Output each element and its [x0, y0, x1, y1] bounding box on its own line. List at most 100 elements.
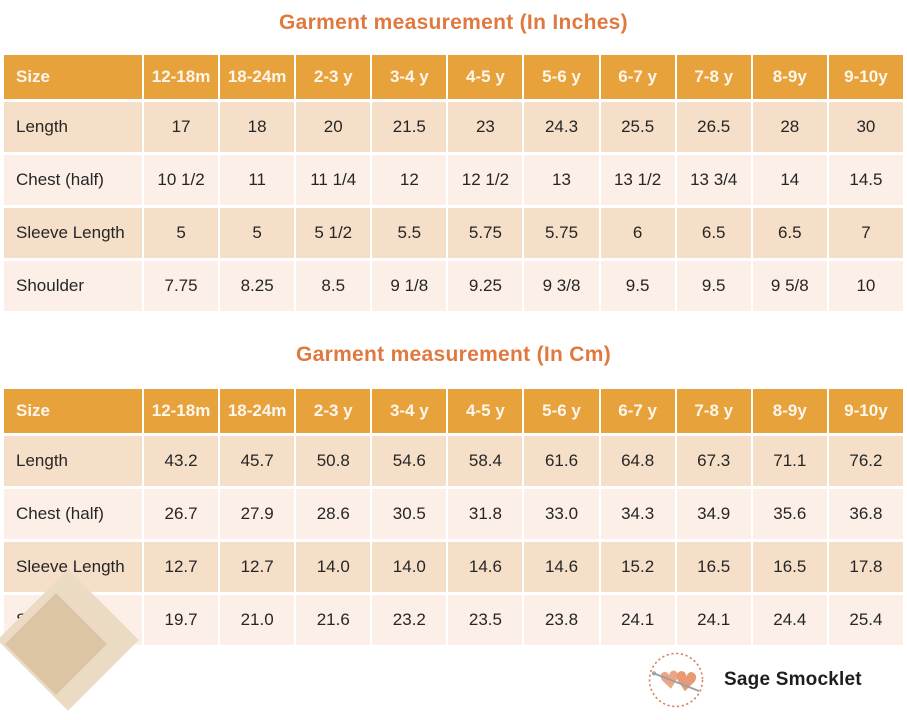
measurement-cell: 7	[828, 208, 903, 258]
measurement-cell: 14.6	[524, 542, 599, 592]
measurement-cell: 76.2	[828, 436, 903, 486]
table-row: Chest (half) 26.7 27.9 28.6 30.5 31.8 33.0 34.3…	[4, 489, 903, 539]
measurement-cell: 11 1/4	[296, 155, 371, 205]
measurement-cell: 12	[372, 155, 447, 205]
measurement-cell: 54.6	[372, 436, 447, 486]
measurement-cell: 5.75	[524, 208, 599, 258]
measurement-cell: 5 1/2	[296, 208, 371, 258]
measurement-cell: 64.8	[600, 436, 675, 486]
measurement-cell: 14.0	[372, 542, 447, 592]
measurement-cell: 9.5	[600, 261, 675, 311]
measurement-cell: 14	[752, 155, 827, 205]
measurement-cell: 9.5	[676, 261, 751, 311]
measurement-cell: 28	[752, 102, 827, 152]
measurement-cell: 17.8	[828, 542, 903, 592]
column-header-cell: 18-24m	[220, 389, 295, 433]
measurement-cell: 10 1/2	[144, 155, 219, 205]
measurement-cell: 5.5	[372, 208, 447, 258]
measurement-cell: 67.3	[676, 436, 751, 486]
measurement-cell: 50.8	[296, 436, 371, 486]
measurement-cell: 13 3/4	[676, 155, 751, 205]
column-header-cell: 9-10y	[828, 55, 903, 99]
measurement-cell: 25.4	[828, 595, 903, 645]
column-header-cell: 8-9y	[752, 55, 827, 99]
column-header-cell: 4-5 y	[448, 389, 523, 433]
measurement-cell: 24.1	[676, 595, 751, 645]
column-header-cell: 5-6 y	[524, 55, 599, 99]
measurement-cell: 16.5	[676, 542, 751, 592]
page-footer: ♥ ♥ Sage Smocklet	[0, 569, 907, 720]
measurement-cell: 34.3	[600, 489, 675, 539]
measurement-table-cm: Size 12-18m 18-24m 2-3 y 3-4 y 4-5 y 5-6 y 6-7 …	[2, 386, 905, 648]
measurement-cell: 11	[220, 155, 295, 205]
measurement-cell: 24.4	[752, 595, 827, 645]
measurement-cell: 21.6	[296, 595, 371, 645]
header-row: Size 12-18m 18-24m 2-3 y 3-4 y 4-5 y 5-6 y 6-7 …	[4, 389, 903, 433]
measurement-cell: 5	[144, 208, 219, 258]
measurement-cell: 26.7	[144, 489, 219, 539]
row-label-cell: Chest (half)	[4, 489, 142, 539]
header-row: Size 12-18m 18-24m 2-3 y 3-4 y 4-5 y 5-6 y 6-7 …	[4, 55, 903, 99]
column-header-cell: 8-9y	[752, 389, 827, 433]
measurement-cell: 14.6	[448, 542, 523, 592]
measurement-cell: 14.0	[296, 542, 371, 592]
brand-logo-icon: ♥ ♥	[648, 652, 704, 708]
measurement-cell: 16.5	[752, 542, 827, 592]
measurement-cell: 28.6	[296, 489, 371, 539]
measurement-cell: 12.7	[220, 542, 295, 592]
column-header-cell: 18-24m	[220, 55, 295, 99]
measurement-cell: 23.8	[524, 595, 599, 645]
table-row: Shoulder 7.75 8.25 8.5 9 1/8 9.25 9 3/8 9.5 9.5 9…	[4, 261, 903, 311]
measurement-cell: 5	[220, 208, 295, 258]
corner-size-header: Size	[4, 389, 142, 433]
svg-text:♥: ♥	[657, 665, 682, 696]
measurement-cell: 18	[220, 102, 295, 152]
measurement-cell: 24.3	[524, 102, 599, 152]
table-cm-title: Garment measurement (In Cm)	[295, 343, 611, 366]
table-row: Length 43.2 45.7 50.8 54.6 58.4 61.6 64.8 67.3 71…	[4, 436, 903, 486]
table-row: Sleeve Length 12.7 12.7 14.0 14.0 14.6 14.6 15.…	[4, 542, 903, 592]
measurement-cell: 33.0	[524, 489, 599, 539]
measurement-cell: 10	[828, 261, 903, 311]
measurement-cell: 34.9	[676, 489, 751, 539]
column-header-cell: 6-7 y	[600, 55, 675, 99]
column-header-cell: 12-18m	[144, 55, 219, 99]
measurement-cell: 31.8	[448, 489, 523, 539]
brand-block: ♥ ♥ Sage Smocklet	[646, 650, 862, 710]
measurement-cell: 21.0	[220, 595, 295, 645]
measurement-cell: 6.5	[676, 208, 751, 258]
measurement-cell: 8.25	[220, 261, 295, 311]
measurement-cell: 20	[296, 102, 371, 152]
measurement-cell: 12 1/2	[448, 155, 523, 205]
measurement-cell: 36.8	[828, 489, 903, 539]
row-label-cell: Sleeve Length	[4, 208, 142, 258]
measurement-cell: 21.5	[372, 102, 447, 152]
measurement-cell: 43.2	[144, 436, 219, 486]
row-label-cell: Length	[4, 436, 142, 486]
brand-name: Sage Smocklet	[724, 669, 862, 690]
measurement-cell: 9 1/8	[372, 261, 447, 311]
measurement-cell: 8.5	[296, 261, 371, 311]
measurement-cell: 9 5/8	[752, 261, 827, 311]
column-header-cell: 3-4 y	[372, 389, 447, 433]
measurement-cell: 6.5	[752, 208, 827, 258]
measurement-cell: 30	[828, 102, 903, 152]
measurement-cell: 13 1/2	[600, 155, 675, 205]
measurement-cell: 27.9	[220, 489, 295, 539]
corner-size-header: Size	[4, 55, 142, 99]
table-row: Sleeve Length 5 5 5 1/2 5.5 5.75 5.75 6 6.5 6.5 7	[4, 208, 903, 258]
measurement-cell: 12.7	[144, 542, 219, 592]
row-label-cell: Shoulder	[4, 261, 142, 311]
measurement-cell: 24.1	[600, 595, 675, 645]
measurement-cell: 30.5	[372, 489, 447, 539]
column-header-cell: 2-3 y	[296, 55, 371, 99]
column-header-cell: 2-3 y	[296, 389, 371, 433]
measurement-cell: 58.4	[448, 436, 523, 486]
measurement-cell: 6	[600, 208, 675, 258]
measurement-cell: 5.75	[448, 208, 523, 258]
measurement-cell: 23	[448, 102, 523, 152]
measurement-table-inches: Size 12-18m 18-24m 2-3 y 3-4 y 4-5 y 5-6 y 6-7 …	[2, 52, 905, 314]
measurement-cell: 15.2	[600, 542, 675, 592]
measurement-cell: 61.6	[524, 436, 599, 486]
